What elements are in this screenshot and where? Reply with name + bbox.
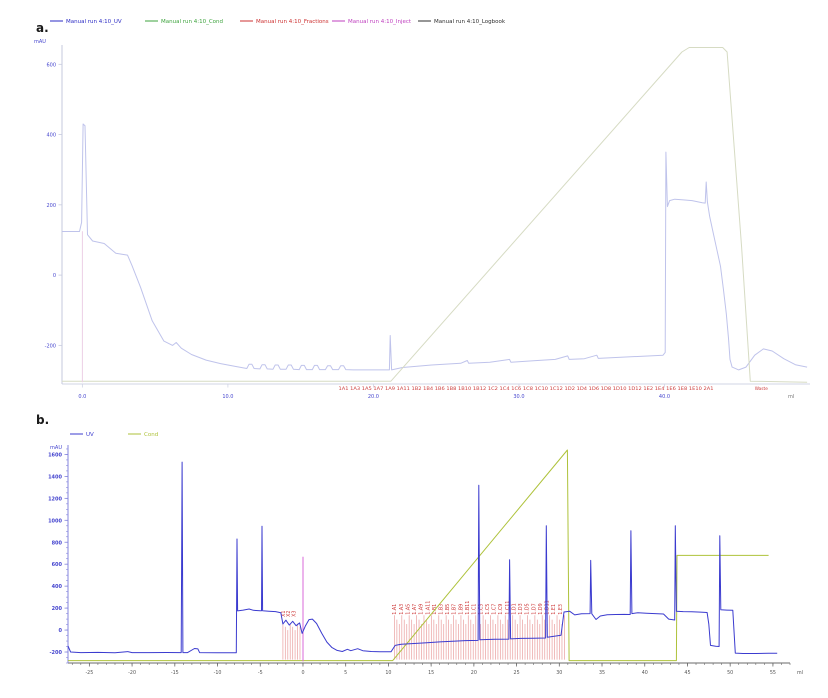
fraction-label: 1.C1 (472, 604, 478, 615)
legend-label: Manual run 4:10_UV (66, 19, 122, 25)
fraction-label: 1.A3 (399, 604, 405, 615)
x-tick-label: 40.0 (659, 394, 670, 400)
x-axis-unit-label: ml (797, 670, 803, 676)
fraction-label: 1.D5 (525, 603, 531, 614)
y-tick-label: 0 (53, 273, 56, 279)
fraction-label: 1.D11 (545, 600, 551, 614)
fraction-label: 1.C5 (485, 604, 491, 615)
x-tick-label: 30 (556, 670, 562, 676)
panel-a-label: a. (36, 21, 49, 35)
x-tick-label: 10 (385, 670, 391, 676)
fraction-label: 1.B5 (445, 604, 451, 615)
x-tick-label: -15 (171, 670, 179, 676)
x-axis-unit-label: ml (788, 394, 794, 400)
y-tick-label: 1600 (48, 452, 62, 458)
y-axis-unit-label: mAU (34, 39, 46, 45)
x-tick-label: 5 (344, 670, 347, 676)
fraction-label: X3 (291, 611, 297, 617)
fraction-label: 1.A9 (419, 604, 425, 615)
fraction-label: 1.E3 (558, 604, 564, 615)
y-tick-label: 600 (52, 562, 63, 568)
series-uv-trace (67, 461, 778, 654)
x-tick-label: 0 (301, 670, 304, 676)
y-tick-label: 400 (52, 584, 63, 590)
fraction-label: 1.A11 (425, 601, 431, 615)
fraction-label: 1.B3 (439, 604, 445, 615)
x-tick-label: 20.0 (368, 394, 379, 400)
y-tick-label: 1000 (48, 518, 62, 524)
chromatogram-b: -25 -20 -15 -10 -5 0 5 10 15 20 25 30 35 40 45 50 55 1600… (48, 432, 803, 676)
legend-label: Cond (144, 432, 158, 438)
x-tick-label: 45 (684, 670, 690, 676)
fraction-label: 1.D9 (538, 603, 544, 614)
legend-label: Manual run 4:10_Inject (348, 19, 412, 25)
fraction-label: 1.A5 (405, 604, 411, 615)
fraction-label: 1.B7 (452, 604, 458, 615)
x-tick-label: -25 (85, 670, 93, 676)
fraction-label: 1.B9 (458, 604, 464, 615)
x-tick-label: 50 (727, 670, 733, 676)
series-uv-trace (62, 123, 808, 371)
legend-label: Manual run 4:10_Cond (161, 19, 223, 25)
x-tick-label: 55 (770, 670, 776, 676)
x-tick-label: 30.0 (513, 394, 524, 400)
x-tick-label: 35 (599, 670, 605, 676)
x-tick-label: -5 (258, 670, 263, 676)
y-tick-label: 600 (46, 62, 56, 68)
y-tick-label: 200 (46, 203, 56, 209)
fraction-label: 1.C3 (478, 604, 484, 615)
fraction-label: X2 (286, 611, 292, 617)
y-tick-label: 0 (59, 628, 63, 634)
fraction-label: 1.D7 (531, 603, 537, 614)
fraction-label: 1.A1 (392, 604, 398, 615)
fraction-label: 1.B11 (465, 601, 471, 615)
x-tick-label: 25 (514, 670, 520, 676)
fraction-label: 1.A7 (412, 604, 418, 615)
legend-label: Manual run 4:10_Logbook (434, 19, 506, 25)
y-tick-label: -200 (45, 343, 56, 349)
y-tick-label: 1400 (48, 474, 62, 480)
x-tick-label: -10 (214, 670, 222, 676)
fraction-label: X1 (281, 611, 287, 617)
fraction-label: 1.C11 (505, 601, 511, 615)
y-tick-label: 200 (52, 606, 63, 612)
x-tick-label: 10.0 (222, 394, 233, 400)
fraction-label: 1.C9 (498, 604, 504, 615)
y-tick-label: -200 (49, 650, 62, 656)
x-tick-label: -20 (128, 670, 136, 676)
legend-label: Manual run 4:10_Fractions (256, 19, 329, 25)
y-tick-label: 1200 (48, 496, 62, 502)
y-axis-unit-label: mAU (50, 445, 62, 451)
fraction-label: 1.D1 (512, 603, 518, 614)
fraction-label: 1.D3 (518, 603, 524, 614)
fraction-label: 1.E1 (551, 604, 557, 615)
y-tick-label: 800 (52, 540, 63, 546)
series-cond-trace (62, 47, 808, 383)
legend-label: UV (86, 432, 94, 438)
fraction-labels-row: 1A1 1A3 1A5 1A7 1A9 1A11 1B2 1B4 1B6 1B8… (338, 386, 713, 392)
waste-label: Waste (755, 386, 769, 392)
x-tick-label: 15 (428, 670, 434, 676)
x-tick-label: 0.0 (78, 394, 86, 400)
x-tick-label: 20 (471, 670, 477, 676)
chromatogram-a: 0.0 10.0 20.0 30.0 40.0 600 400 200 0 -200 mAU ml 1A… (34, 19, 810, 400)
panel-b-label: b. (36, 413, 50, 427)
fraction-label: 1.C7 (492, 604, 498, 615)
y-tick-label: 400 (46, 133, 56, 139)
x-tick-label: 40 (642, 670, 648, 676)
series-cond-trace (68, 449, 769, 662)
